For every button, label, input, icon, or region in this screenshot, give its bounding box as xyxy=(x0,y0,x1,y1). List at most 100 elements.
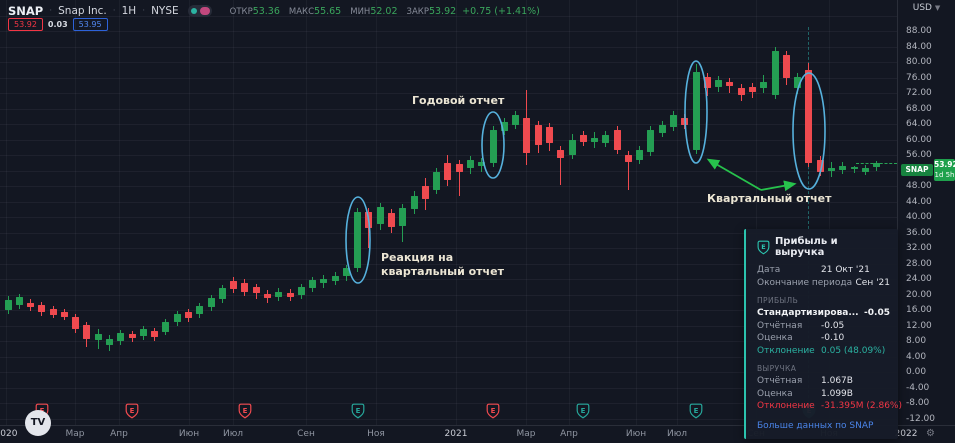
price-axis-label: 20.00 xyxy=(906,289,932,300)
candle-up xyxy=(173,313,181,322)
tooltip-row-label: Стандартизирова... xyxy=(757,308,859,318)
grid-line xyxy=(526,0,527,425)
candle-wick xyxy=(853,166,855,173)
tooltip-row-label: Оценка xyxy=(757,333,793,343)
grid-line xyxy=(119,0,120,425)
candle-up xyxy=(794,77,802,88)
candle-up xyxy=(410,196,418,209)
candle-up xyxy=(602,134,610,143)
grid-line xyxy=(0,372,897,373)
candle-up xyxy=(331,275,339,281)
candle-down xyxy=(49,308,57,316)
candle-up xyxy=(207,297,215,307)
candle-up xyxy=(275,292,283,297)
tooltip-row-value: Сен '21 xyxy=(855,277,891,288)
earnings-icon[interactable]: E xyxy=(576,403,590,423)
price-axis-label: 44.00 xyxy=(906,196,932,207)
price-axis-label: 12.00 xyxy=(906,320,932,331)
grid-line xyxy=(0,356,897,358)
grid-line xyxy=(0,232,897,234)
tooltip-title: Прибыль и выручка xyxy=(774,236,838,258)
candle-down xyxy=(365,211,373,228)
bid-price[interactable]: 53.92 xyxy=(8,18,43,31)
grid-line xyxy=(0,294,897,296)
symbol-name[interactable]: SNAP xyxy=(8,4,44,18)
price-axis-label: 80.00 xyxy=(906,57,932,67)
ohlc-stat: МИН52.02 xyxy=(350,5,397,17)
tooltip-row-value: 1.099B xyxy=(821,388,853,399)
candle-up xyxy=(342,268,350,276)
price-axis-label: 40.00 xyxy=(906,212,932,222)
grid-line xyxy=(75,0,76,425)
ask-price[interactable]: 53.95 xyxy=(72,18,108,31)
currency-selector[interactable]: USD ▼ xyxy=(898,0,955,18)
more-data-link[interactable]: Больше данных по SNAP xyxy=(757,420,874,431)
earnings-event-dashed-line xyxy=(808,27,809,423)
tooltip-row-label: Отчётная xyxy=(757,320,803,331)
candle-down xyxy=(38,304,46,312)
price-axis-label: 56.00 xyxy=(906,150,932,160)
stat-label: МАКС xyxy=(288,7,315,17)
grid-line xyxy=(0,201,897,203)
tooltip-row-label: Отклонение xyxy=(757,401,815,411)
time-axis-label: 2022 xyxy=(894,429,918,439)
candle-down xyxy=(816,160,824,173)
time-axis-label: Мар xyxy=(516,429,536,439)
tooltip-row-label: Отчётная xyxy=(757,376,803,386)
candle-up xyxy=(636,149,644,161)
earnings-icon[interactable]: E xyxy=(486,403,500,423)
bar-countdown: 1d 5h xyxy=(934,171,955,179)
earnings-icon[interactable]: E xyxy=(125,403,139,423)
candle-up xyxy=(512,115,520,126)
symbol-header: SNAP · Snap Inc. · 1H · NYSE ОТКР53.36 МА… xyxy=(8,4,540,18)
candle-up xyxy=(873,163,881,167)
grid-line xyxy=(0,155,897,156)
ohlc-stat: ЗАКР53.92 xyxy=(407,5,457,17)
grid-line xyxy=(0,341,897,342)
interval-selector[interactable]: 1H xyxy=(121,5,137,17)
tooltip-section-heading: ПРИБЫЛЬ xyxy=(757,296,799,305)
time-axis-label: Июл xyxy=(222,429,244,439)
tooltip-row: Дата 21 Окт '21 xyxy=(757,264,890,277)
candle-down xyxy=(184,311,192,319)
grid-line xyxy=(829,0,830,425)
candle-up xyxy=(500,122,508,131)
annotation-quarterly-report: Квартальный отчет xyxy=(707,192,832,205)
earnings-icon[interactable]: E xyxy=(351,403,365,423)
tooltip-body: Дата 21 Окт '21 Окончание периода Сен '21 ПР… xyxy=(757,264,902,413)
tooltip-row-label: Оценка xyxy=(757,388,793,399)
earnings-tooltip-panel: E Прибыль и выручка Дата 21 Окт '21 Оконча… xyxy=(744,229,902,439)
tooltip-row-value: -0.05 xyxy=(864,308,890,318)
candle-up xyxy=(297,287,305,295)
candle-up xyxy=(320,279,328,283)
separator-dot: · xyxy=(112,6,116,16)
gear-icon[interactable]: ⚙ xyxy=(926,428,935,439)
annotation-annual-report: Годовой отчет xyxy=(412,94,505,107)
candle-down xyxy=(748,87,756,92)
candle-up xyxy=(850,167,858,169)
price-axis-label: 4.00 xyxy=(906,351,927,362)
price-axis-label: -8.00 xyxy=(906,398,930,408)
notifications-toggle[interactable] xyxy=(187,5,212,17)
candle-down xyxy=(286,292,294,297)
candle-up xyxy=(568,139,576,155)
candle-up xyxy=(139,328,147,336)
company-name[interactable]: Snap Inc. xyxy=(58,5,107,17)
candle-down xyxy=(737,87,745,95)
candle-down xyxy=(60,311,68,317)
candle-up xyxy=(861,168,869,173)
candle-down xyxy=(128,334,136,338)
candle-down xyxy=(523,118,531,154)
earnings-icon[interactable]: E xyxy=(238,403,252,423)
grid-line xyxy=(0,279,897,280)
candle-up xyxy=(715,79,723,88)
grid-line xyxy=(0,124,897,125)
candle-down xyxy=(263,294,271,298)
grid-line xyxy=(0,310,897,311)
tradingview-logo[interactable]: TV xyxy=(25,410,51,436)
grid-line xyxy=(0,186,897,187)
earnings-icon[interactable]: E xyxy=(689,403,703,423)
bid-ask-row: 53.92 0.03 53.95 xyxy=(8,18,108,31)
grid-line xyxy=(0,93,897,94)
spread-value: 0.03 xyxy=(47,20,68,29)
